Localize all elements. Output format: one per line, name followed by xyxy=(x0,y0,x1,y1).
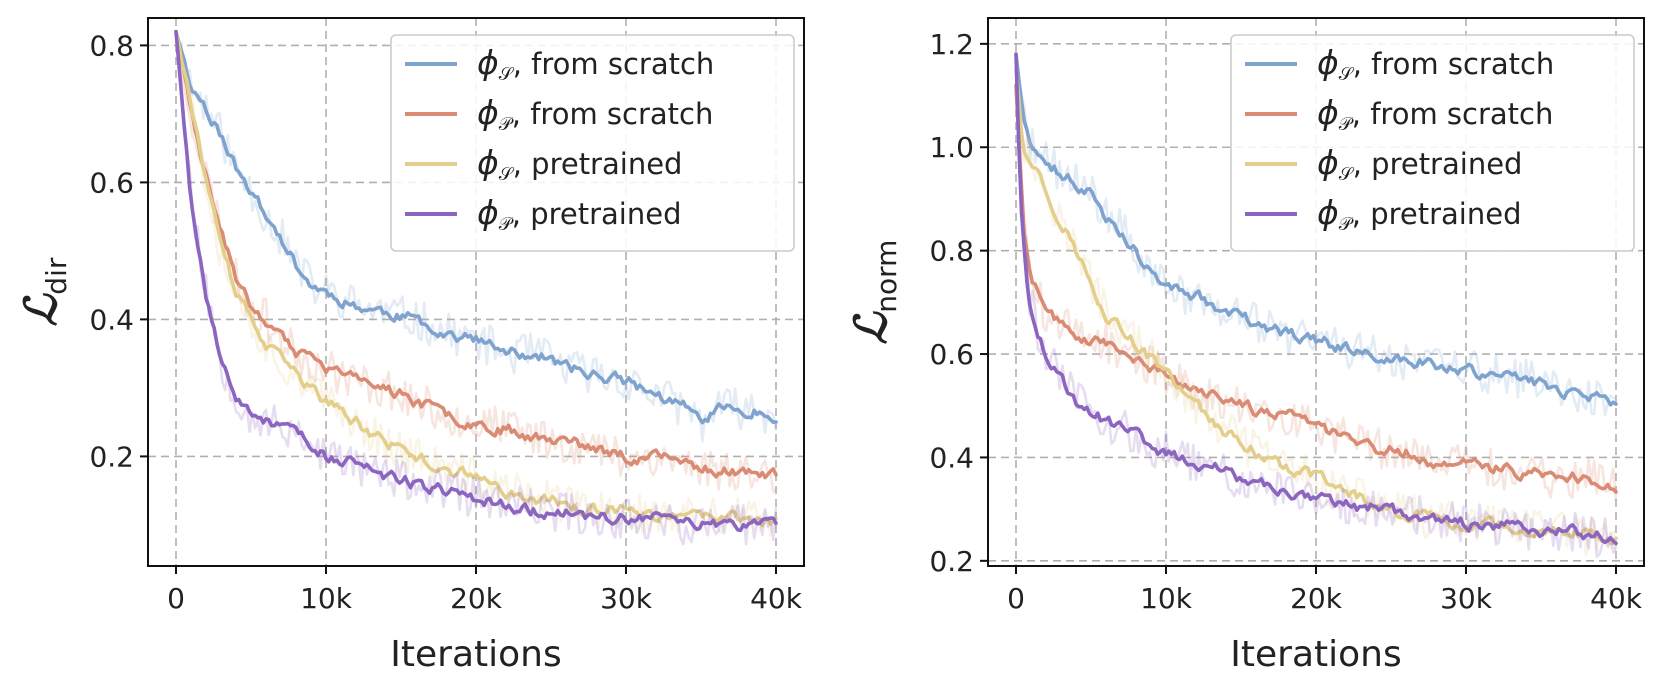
legend-symbol-sub: 𝒮 xyxy=(499,64,515,85)
legend-label: , from scratch xyxy=(512,97,714,131)
series-line-2 xyxy=(1014,67,1618,546)
series-raw-3 xyxy=(1014,54,1618,558)
chart-norm-ylabel-symbol: ℒ xyxy=(846,310,897,344)
y-tick-label: 1.0 xyxy=(929,131,974,164)
legend-symbol-sub: 𝒫 xyxy=(1339,114,1354,135)
chart-norm-series xyxy=(1014,52,1618,558)
y-tick-label: 1.2 xyxy=(929,28,974,61)
legend-entry-2: ϕ𝒮, pretrained xyxy=(477,143,682,185)
chart-dir-ylabel-subscript: dir xyxy=(40,257,73,295)
series-line-3 xyxy=(1014,52,1618,546)
x-tick-label: 30k xyxy=(600,582,653,615)
legend-symbol: ϕ xyxy=(477,93,499,132)
y-tick-label: 0.8 xyxy=(929,235,974,268)
legend-entry-0: ϕ𝒮, from scratch xyxy=(1317,43,1554,85)
legend-entry-1: ϕ𝒫, from scratch xyxy=(1317,93,1553,135)
series-line-3 xyxy=(174,29,778,533)
legend-label: , pretrained xyxy=(1353,147,1523,181)
legend-symbol: ϕ xyxy=(1317,193,1339,232)
legend-entry-3: ϕ𝒫, pretrained xyxy=(1317,193,1522,235)
chart-dir-ylabel-symbol: ℒ xyxy=(16,292,67,326)
chart-norm-ticks: 0 10k 20k 30k 40k 0.2 0.4 0.6 0.8 1.0 1.2 xyxy=(929,28,1642,615)
series-raw-3 xyxy=(174,31,778,546)
x-tick-label: 40k xyxy=(1590,582,1643,615)
legend-symbol-sub: 𝒫 xyxy=(1339,214,1354,235)
legend-symbol: ϕ xyxy=(477,143,499,182)
legend-label: , pretrained xyxy=(512,197,682,231)
legend-symbol: ϕ xyxy=(1317,43,1339,82)
series-raw-2 xyxy=(1014,69,1618,556)
y-tick-label: 0.8 xyxy=(89,29,134,62)
chart-norm-ylabel-subscript: norm xyxy=(870,240,903,313)
legend-symbol: ϕ xyxy=(1317,93,1339,132)
x-tick-label: 20k xyxy=(450,582,503,615)
series-line-1 xyxy=(1014,83,1618,494)
chart-dir-xlabel: Iterations xyxy=(390,634,561,675)
svg-text:ℒdir: ℒdir xyxy=(16,257,73,326)
legend-entry-3: ϕ𝒫, pretrained xyxy=(477,193,682,235)
chart-dir-series xyxy=(174,29,778,546)
y-tick-label: 0.6 xyxy=(929,338,974,371)
legend-label: , from scratch xyxy=(513,47,715,81)
x-tick-label: 20k xyxy=(1290,582,1343,615)
legend-box xyxy=(1230,34,1635,252)
y-tick-label: 0.4 xyxy=(89,303,134,336)
y-tick-label: 0.2 xyxy=(929,545,974,578)
legend-label: , from scratch xyxy=(1353,47,1555,81)
series-line-1 xyxy=(174,29,778,480)
svg-text:ℒnorm: ℒnorm xyxy=(846,240,903,345)
chart-dir-ylabel: ℒdir xyxy=(16,257,73,326)
legend-symbol-sub: 𝒮 xyxy=(1339,64,1355,85)
legend-symbol: ϕ xyxy=(1317,143,1339,182)
legend-entry-0: ϕ𝒮, from scratch xyxy=(477,43,714,85)
legend-label: , pretrained xyxy=(1352,197,1522,231)
chart-norm-xlabel: Iterations xyxy=(1230,634,1401,675)
y-tick-label: 0.4 xyxy=(929,441,974,474)
legend-label: , from scratch xyxy=(1352,97,1554,131)
x-tick-label: 30k xyxy=(1440,582,1493,615)
legend-box xyxy=(390,34,795,252)
legend-symbol-sub: 𝒮 xyxy=(1339,164,1355,185)
x-tick-label: 10k xyxy=(300,582,353,615)
x-tick-label: 10k xyxy=(1140,582,1193,615)
chart-norm-ylabel: ℒnorm xyxy=(846,240,903,345)
x-tick-label: 0 xyxy=(167,582,185,615)
legend-entry-1: ϕ𝒫, from scratch xyxy=(477,93,713,135)
legend-symbol: ϕ xyxy=(477,193,499,232)
legend-symbol-sub: 𝒫 xyxy=(499,114,514,135)
legend-symbol-sub: 𝒮 xyxy=(499,164,515,185)
series-line-0 xyxy=(1014,52,1618,407)
x-tick-label: 40k xyxy=(750,582,803,615)
y-tick-label: 0.6 xyxy=(89,166,134,199)
legend-label: , pretrained xyxy=(513,147,683,181)
legend-symbol-sub: 𝒫 xyxy=(499,214,514,235)
legend-entry-2: ϕ𝒮, pretrained xyxy=(1317,143,1522,185)
x-tick-label: 0 xyxy=(1007,582,1025,615)
y-tick-label: 0.2 xyxy=(89,440,134,473)
series-line-0 xyxy=(174,29,778,425)
chart-dir-ticks: 0 10k 20k 30k 40k 0.2 0.4 0.6 0.8 xyxy=(89,29,802,615)
legend-symbol: ϕ xyxy=(477,43,499,82)
